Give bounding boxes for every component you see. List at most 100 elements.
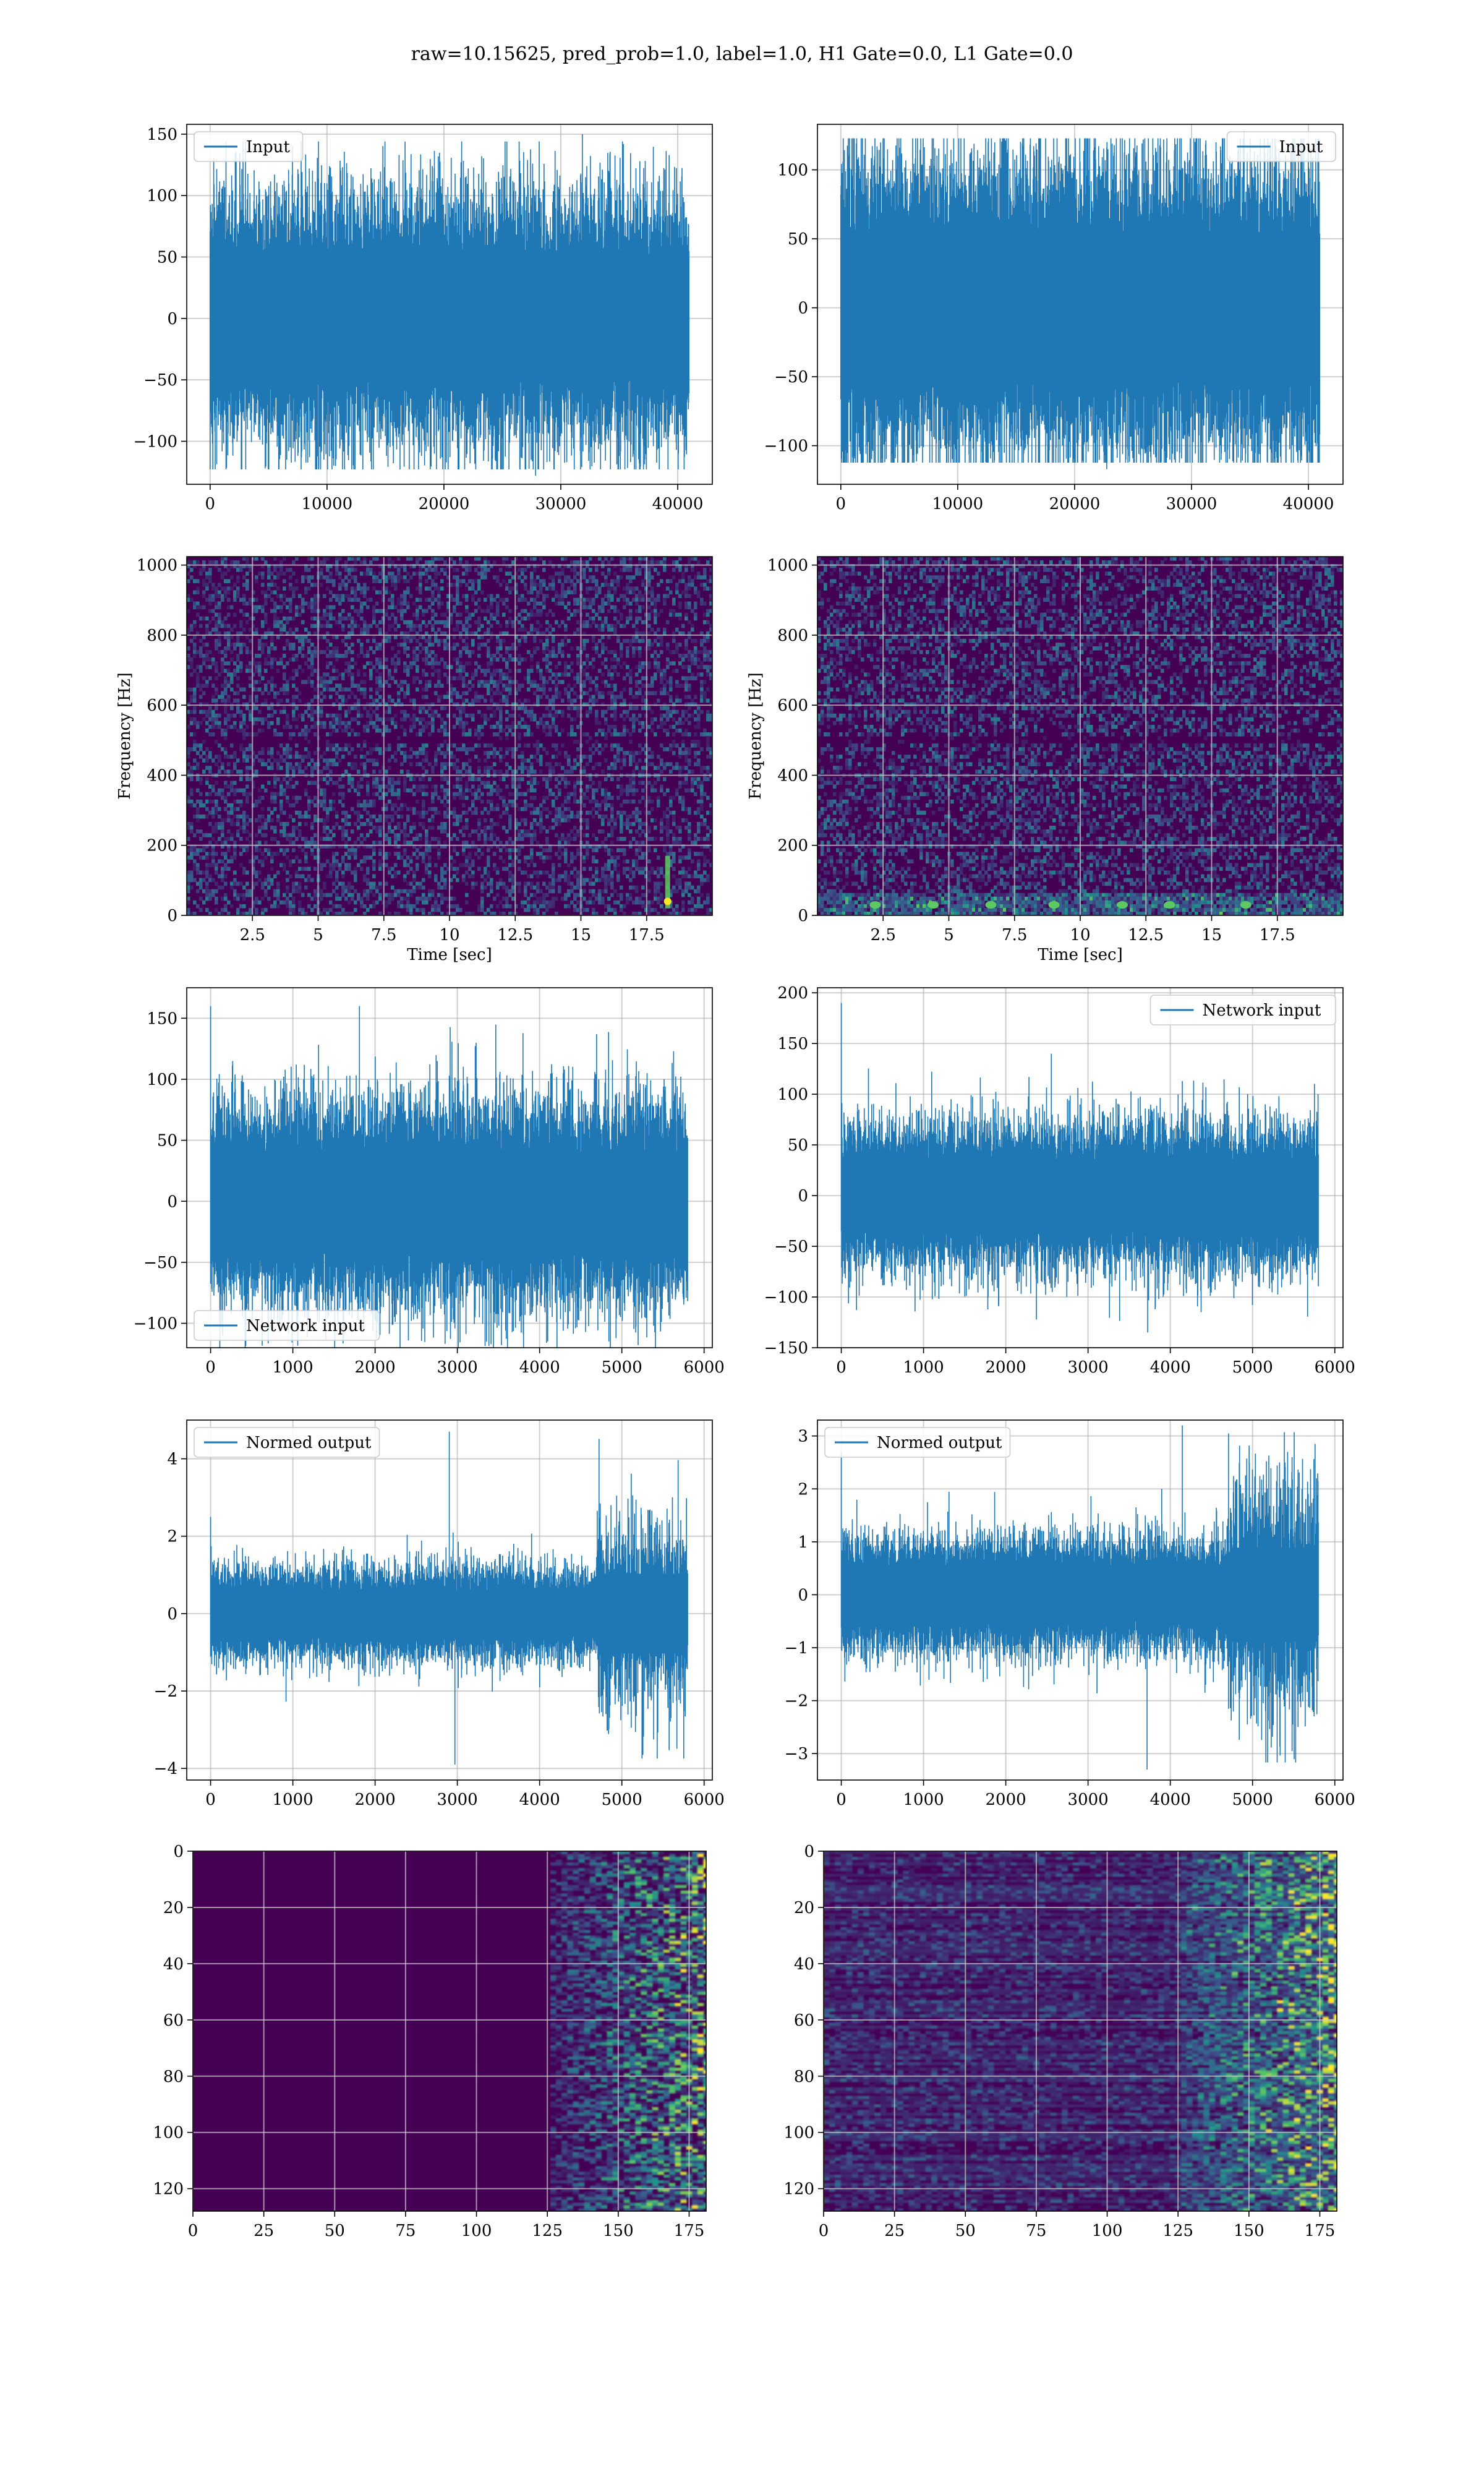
x-tick-label: 0: [188, 2222, 198, 2240]
x-tick-label: 2.5: [240, 926, 265, 944]
y-tick-label: 600: [147, 696, 177, 715]
x-tick-label: 30000: [535, 495, 587, 513]
chirp-peak: [663, 897, 672, 905]
legend: Network input: [1149, 995, 1336, 1025]
x-tick-label: 17.5: [1260, 926, 1295, 944]
x-tick-label: 150: [1234, 2222, 1264, 2240]
signal-trace: [840, 1425, 1319, 1770]
x-tick-label: 5: [313, 926, 323, 944]
y-axis-label: Frequency [Hz]: [746, 672, 765, 800]
axes-frame: [823, 1851, 1337, 2212]
y-tick-label: 400: [147, 766, 177, 785]
x-tick-label: 75: [395, 2222, 416, 2240]
x-tick-label: 2000: [986, 1791, 1026, 1809]
y-tick-label: −50: [143, 1254, 177, 1272]
x-tick-label: 25: [884, 2222, 905, 2240]
x-tick-label: 5: [944, 926, 954, 944]
legend-label: Network input: [246, 1317, 365, 1335]
x-tick-label: 20000: [1049, 495, 1101, 513]
series-normed-output: [210, 1431, 688, 1765]
x-tick-label: 0: [205, 1358, 216, 1377]
y-tick-label: 50: [788, 1136, 808, 1155]
axes-frame: [186, 987, 713, 1348]
x-tick-label: 12.5: [497, 926, 533, 944]
tick-marks: 0 10000 20000 30000 40000 −100 −50 0 50 100: [764, 161, 1334, 513]
x-tick-label: 30000: [1166, 495, 1217, 513]
x-axis-label: Time [sec]: [407, 946, 492, 964]
x-tick-label: 4000: [1150, 1791, 1191, 1809]
x-tick-label: 3000: [1068, 1358, 1109, 1377]
signal-trace: [210, 1431, 688, 1765]
x-tick-label: 7.5: [1002, 926, 1027, 944]
low-frequency-blob: [1048, 901, 1060, 909]
x-tick-label: 100: [461, 2222, 492, 2240]
y-tick-label: 80: [163, 2068, 184, 2086]
feature-map-image: [193, 1851, 706, 2211]
tick-marks: 0 25 50 75 100 125 150 175 0 20 40 60 80 100 120: [783, 1843, 1335, 2240]
signal-trace: [840, 1003, 1319, 1333]
tick-marks: 0 25 50 75 100 125 150 175 0 20 40 60 80 100 120: [153, 1843, 704, 2240]
x-tick-label: 5000: [1232, 1791, 1273, 1809]
legend-label: Input: [1279, 138, 1323, 156]
signal-trace: [210, 1006, 688, 1348]
subplot-norm-l1: 0 1000 2000 3000 4000 5000 6000 −3 −2 −1 0 1 2 3 Norme…: [785, 1419, 1355, 1809]
y-tick-label: 0: [798, 907, 808, 925]
y-tick-label: 60: [163, 2011, 184, 2030]
low-frequency-blob: [985, 901, 997, 909]
y-tick-label: 0: [798, 299, 808, 318]
y-tick-label: 60: [794, 2011, 814, 2030]
legend-box: [1226, 131, 1336, 162]
y-axis-label: Frequency [Hz]: [116, 672, 134, 800]
y-tick-label: −100: [764, 1288, 808, 1307]
y-tick-label: 200: [777, 984, 808, 1003]
y-tick-label: 0: [167, 1192, 177, 1211]
y-tick-label: 80: [794, 2068, 814, 2086]
tick-marks: 0 1000 2000 3000 4000 5000 6000 −3 −2 −1 0 1 2 3: [785, 1427, 1355, 1809]
legend-label: Input: [246, 138, 290, 156]
y-tick-label: 600: [777, 696, 808, 715]
y-tick-label: 3: [798, 1427, 808, 1446]
low-frequency-blob: [1240, 901, 1252, 909]
y-tick-label: 0: [167, 310, 177, 328]
tick-marks: 2.5 5 7.5 10 12.5 15 17.5 0 200 400 600 800 1000: [767, 557, 1295, 944]
x-tick-label: 1000: [903, 1791, 944, 1809]
y-tick-label: 20: [794, 1899, 814, 1917]
x-tick-label: 25: [254, 2222, 274, 2240]
y-tick-label: 2: [167, 1528, 177, 1546]
axes-frame: [186, 1419, 713, 1781]
y-tick-label: −50: [774, 1238, 808, 1256]
y-tick-label: 100: [777, 161, 808, 180]
low-frequency-blob: [869, 901, 881, 909]
legend-label: Normed output: [877, 1434, 1002, 1452]
x-tick-label: 4000: [519, 1791, 560, 1809]
y-tick-label: 800: [147, 627, 177, 645]
tick-marks: 0 1000 2000 3000 4000 5000 6000 −100 −50 0 50 100 15…: [134, 1009, 725, 1377]
spectrogram-cells: [187, 557, 712, 915]
x-tick-label: 40000: [1283, 495, 1334, 513]
axes-frame: [817, 987, 1344, 1348]
x-tick-label: 2.5: [871, 926, 896, 944]
y-tick-label: 100: [777, 1085, 808, 1104]
y-tick-label: −3: [785, 1745, 808, 1763]
subplot-feat-l1: 0 25 50 75 100 125 150 175 0 20 40 60 80 100 120: [783, 1843, 1337, 2240]
y-tick-label: 400: [777, 766, 808, 785]
legend-box: [824, 1427, 1011, 1458]
y-tick-label: 50: [788, 230, 808, 249]
x-tick-label: 6000: [684, 1358, 725, 1377]
x-axis-label: Time [sec]: [1038, 946, 1123, 964]
y-tick-label: 4: [167, 1450, 177, 1469]
x-tick-label: 5000: [602, 1791, 642, 1809]
y-tick-label: 100: [783, 2124, 814, 2142]
y-tick-label: −100: [764, 437, 808, 456]
x-tick-label: 15: [571, 926, 591, 944]
x-tick-label: 100: [1092, 2222, 1123, 2240]
x-tick-label: 10000: [932, 495, 984, 513]
y-tick-label: 100: [153, 2124, 184, 2142]
low-frequency-blob: [1164, 901, 1175, 909]
tick-marks: 0 1000 2000 3000 4000 5000 6000 −150 −100 −50 0 50 1…: [764, 984, 1355, 1377]
y-tick-label: 150: [147, 126, 177, 144]
y-tick-label: 40: [794, 1955, 814, 1974]
x-tick-label: 5000: [602, 1358, 642, 1377]
y-tick-label: 2: [798, 1480, 808, 1499]
x-tick-label: 1000: [903, 1358, 944, 1377]
